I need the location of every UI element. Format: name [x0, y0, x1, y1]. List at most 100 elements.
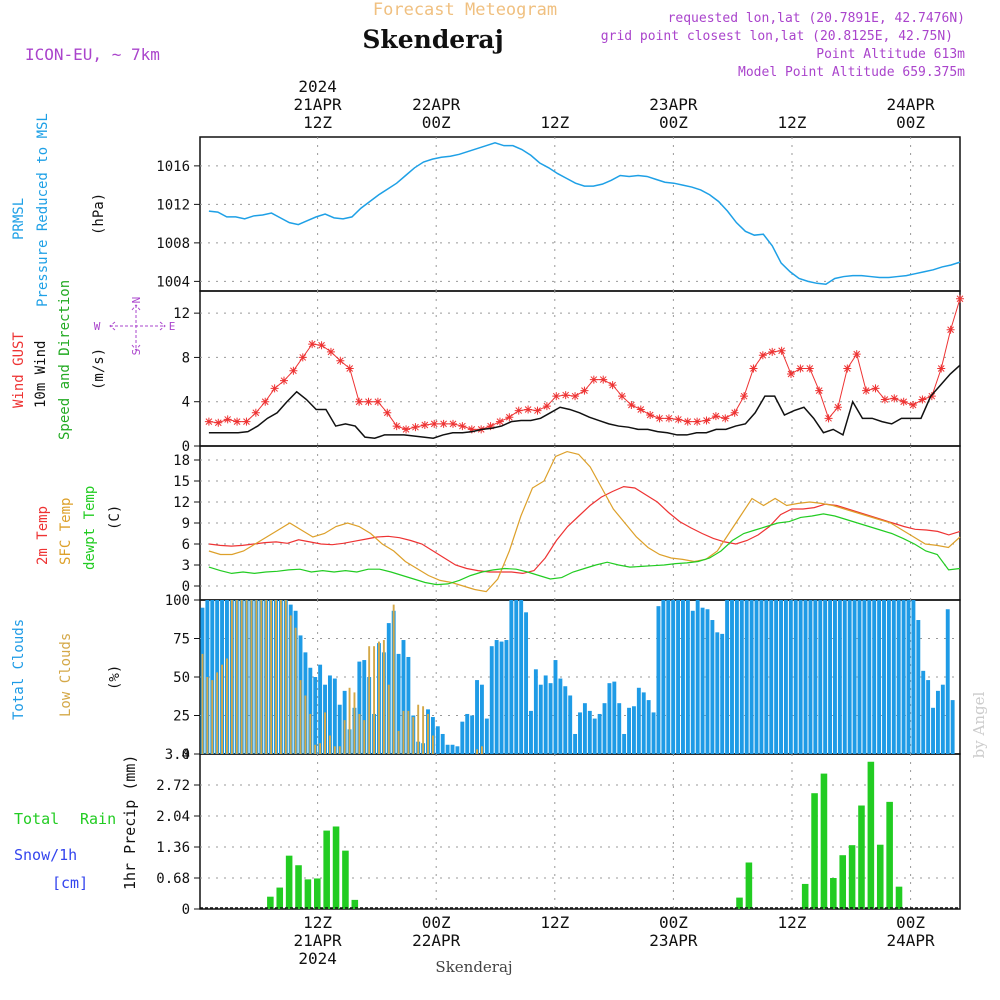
total-cloud-bar — [715, 632, 720, 754]
time-label: 00Z — [422, 913, 451, 932]
total-cloud-bar — [435, 726, 440, 754]
low-cloud-bar — [319, 743, 322, 754]
low-cloud-bar — [397, 730, 400, 754]
gust-marker — [674, 415, 683, 424]
total-cloud-bar — [867, 600, 872, 754]
total-cloud-bar — [681, 600, 685, 754]
requested-coordinates: requested lon,lat (20.7891E, 42.7476N) — [668, 11, 965, 26]
total-cloud-bar — [573, 733, 578, 754]
precip-ytick-label: 0.68 — [156, 871, 190, 887]
gust-marker — [289, 366, 298, 375]
total-cloud-bar — [524, 612, 529, 754]
time-label: 00Z — [422, 113, 451, 132]
total-cloud-bar — [720, 633, 725, 754]
time-label: 23APR — [649, 931, 698, 950]
total-cloud-bar — [823, 600, 828, 754]
rain-bar — [351, 899, 359, 909]
total-cloud-bar — [950, 700, 955, 754]
low-cloud-bar — [373, 646, 376, 754]
rain-bar — [332, 826, 340, 909]
total-cloud-bar — [940, 684, 945, 754]
gust-marker — [796, 364, 805, 373]
gust-marker — [392, 422, 401, 431]
precip-rain-label: Rain — [80, 810, 116, 828]
rain-bar — [858, 805, 865, 909]
time-label: 12Z — [540, 913, 569, 932]
total-cloud-bar — [700, 607, 705, 754]
gust-marker — [458, 422, 467, 431]
total-cloud-bar — [808, 600, 813, 754]
gust-marker — [937, 364, 946, 373]
total-cloud-bar — [734, 600, 739, 754]
rain-bar — [867, 761, 875, 909]
panel-y-axes: 1004100810121016048120369121518025507510… — [156, 159, 200, 918]
total-cloud-bar — [597, 713, 602, 754]
rain-bar — [820, 773, 828, 909]
total-cloud-bar — [514, 600, 519, 754]
total-cloud-bar — [847, 600, 852, 754]
rain-bar — [323, 830, 330, 909]
total-cloud-bar — [710, 620, 715, 754]
total-cloud-bar — [504, 640, 509, 754]
total-cloud-bar — [357, 661, 362, 754]
total-cloud-bar — [533, 669, 538, 754]
gust-marker — [871, 384, 880, 393]
gust-marker — [777, 346, 786, 355]
low-cloud-bar — [480, 746, 483, 754]
total-cloud-bar — [460, 721, 465, 754]
temp-dewpt-label: dewpt Temp — [82, 486, 98, 570]
low-cloud-bar — [407, 710, 410, 754]
gust-marker — [242, 417, 251, 426]
wind-line — [208, 364, 961, 440]
total-cloud-bar — [705, 609, 710, 754]
gust-marker — [308, 340, 317, 349]
low-cloud-bar — [431, 735, 434, 754]
time-label: 00Z — [896, 113, 925, 132]
gust-marker — [298, 353, 307, 362]
total-cloud-bar — [558, 678, 563, 754]
total-cloud-bar — [484, 718, 489, 754]
compass-rose: N S W E — [94, 297, 176, 356]
low-cloud-bar — [353, 692, 356, 754]
total-cloud-bar — [877, 600, 882, 754]
rain-bar — [276, 887, 284, 909]
gust-marker — [495, 417, 504, 426]
time-label: 12Z — [303, 913, 332, 932]
low-cloud-bar — [422, 706, 425, 754]
wind-direction-label: Speed and Direction — [57, 280, 73, 440]
total-cloud-bar — [852, 600, 857, 754]
clouds-ytick-label: 25 — [173, 709, 190, 725]
total-cloud-bar — [582, 703, 587, 754]
total-cloud-bar — [676, 600, 681, 754]
total-cloud-bar — [813, 600, 818, 754]
total-cloud-bar — [896, 600, 901, 754]
time-label: 12Z — [303, 113, 332, 132]
precip-ytick-label: 3.4 — [165, 747, 190, 763]
total-cloud-bar — [872, 600, 877, 754]
low-cloud-bar — [284, 600, 287, 754]
product-title: Forecast Meteogram — [373, 0, 557, 20]
total-cloud-bar — [882, 600, 886, 754]
low-cloud-bar — [427, 713, 429, 754]
gust-marker — [862, 386, 871, 395]
wind-10m-label: 10m Wind — [33, 341, 49, 408]
clouds-plot — [200, 600, 955, 754]
gust-marker — [618, 392, 627, 401]
precip-snow-label: Snow/1h — [14, 846, 77, 864]
low-cloud-bar — [221, 664, 224, 754]
time-label: 21APR — [294, 931, 343, 950]
low-cloud-bar — [201, 653, 204, 754]
temp-sfc-label: SFC Temp — [58, 498, 74, 565]
rain-bar — [876, 844, 884, 909]
gust-marker — [693, 417, 702, 426]
low-cloud-bar — [348, 687, 351, 754]
gust-marker — [524, 405, 533, 414]
gust-marker — [373, 397, 382, 406]
total-cloud-bar — [690, 610, 695, 754]
time-label: 22APR — [412, 95, 461, 114]
gust-marker — [326, 347, 335, 356]
total-cloud-bar — [651, 712, 656, 754]
wind-ytick-label: 4 — [182, 395, 190, 411]
dewpoint-line — [208, 513, 961, 586]
total-cloud-bar — [563, 686, 568, 754]
